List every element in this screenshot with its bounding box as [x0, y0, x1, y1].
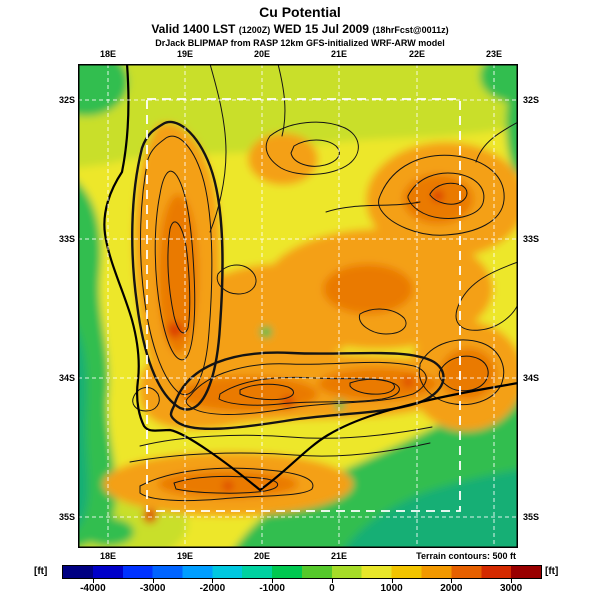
- colorbar-ticks: -4000 -3000 -2000 -1000 0 1000 2000 3000: [63, 565, 541, 599]
- valid-date: WED 15 Jul 2009: [273, 22, 369, 36]
- cu-potential-map: [78, 64, 518, 548]
- x-axis-label-top: 20E: [253, 49, 271, 59]
- colorbar-tick-mark: [331, 579, 333, 583]
- colorbar-tick-label: 0: [329, 583, 335, 594]
- x-axis-label-bottom: 19E: [176, 551, 194, 561]
- x-axis-label-bottom: 20E: [253, 551, 271, 561]
- colorbar-tick-label: 1000: [380, 583, 403, 594]
- x-axis-label-top: 18E: [99, 49, 117, 59]
- colorbar-tick-mark: [451, 579, 453, 583]
- field-shading: [78, 64, 518, 548]
- map-border: [78, 64, 518, 548]
- x-axis-label-top: 19E: [176, 49, 194, 59]
- valid-zulu: (1200Z): [238, 25, 271, 35]
- colorbar-tick-mark: [391, 579, 393, 583]
- valid-time-line: Valid 1400 LST (1200Z) WED 15 Jul 2009 (…: [0, 22, 600, 36]
- x-axis-label-top: 22E: [408, 49, 426, 59]
- y-axis-label-left: 33S: [58, 234, 75, 244]
- grid-lines: [78, 64, 518, 548]
- colorbar-unit-right: [ft]: [545, 566, 559, 577]
- colorbar-tick-label: -2000: [199, 583, 226, 594]
- x-axis-label-bottom: 21E: [330, 551, 348, 561]
- coastline-path: [103, 64, 518, 492]
- valid-prefix: Valid 1400 LST: [151, 22, 236, 36]
- colorbar-tick-mark: [272, 579, 274, 583]
- y-axis-label-left: 35S: [58, 512, 75, 522]
- y-axis-label-right: 32S: [523, 95, 540, 105]
- y-axis-label-right: 34S: [523, 373, 540, 383]
- valid-fcst: (18hrFcst@0011z): [372, 25, 449, 35]
- colorbar-tick-mark: [212, 579, 214, 583]
- colorbar-tick-label: -3000: [139, 583, 166, 594]
- coastline: [103, 64, 518, 492]
- colorbar-tick-mark: [511, 579, 513, 583]
- colorbar-tick-label: 2000: [440, 583, 463, 594]
- x-axis-label-top: 23E: [485, 49, 503, 59]
- terrain-contour-lines: [129, 64, 518, 502]
- colorbar-tick-label: 3000: [500, 583, 523, 594]
- y-axis-label-left: 32S: [58, 95, 75, 105]
- y-axis-label-right: 35S: [523, 512, 540, 522]
- model-domain-box: [146, 98, 461, 512]
- colorbar-unit-left: [ft]: [34, 566, 48, 577]
- colorbar-gradient: [62, 565, 542, 579]
- colorbar-tick-mark: [152, 579, 154, 583]
- terrain-contours-note: Terrain contours: 500 ft: [416, 551, 516, 561]
- y-axis-label-left: 34S: [58, 373, 75, 383]
- x-axis-label-bottom: 18E: [99, 551, 117, 561]
- y-axis-label-right: 33S: [523, 234, 540, 244]
- model-info-line: DrJack BLIPMAP from RASP 12km GFS-initia…: [155, 38, 445, 48]
- colorbar-tick-label: -4000: [80, 583, 106, 594]
- chart-title: Cu Potential: [259, 4, 341, 20]
- x-axis-label-top: 21E: [330, 49, 348, 59]
- colorbar-tick-mark: [92, 579, 94, 583]
- colorbar-tick-label: -1000: [259, 583, 285, 594]
